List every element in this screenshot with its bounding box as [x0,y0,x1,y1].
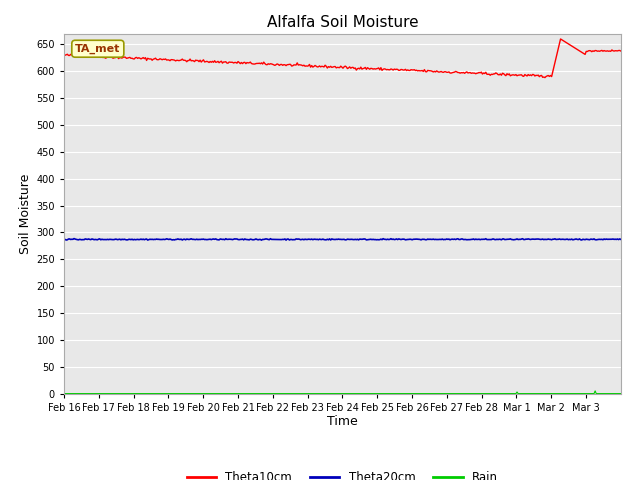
Rain [617,391,625,396]
Rain [324,391,332,396]
Theta20cm [258,237,266,243]
Theta10cm [606,48,614,54]
Rain [516,391,524,396]
Theta20cm [364,237,371,242]
Theta20cm [60,237,68,242]
Theta10cm [392,67,399,72]
Theta10cm [557,36,564,42]
Theta20cm [617,237,625,242]
Title: Alfalfa Soil Moisture: Alfalfa Soil Moisture [267,15,418,30]
Theta20cm [394,237,401,242]
X-axis label: Time: Time [327,415,358,429]
Rain [362,391,369,396]
Theta20cm [70,236,78,241]
Line: Rain: Rain [64,391,621,394]
Rain [328,391,335,396]
Text: TA_met: TA_met [75,44,120,54]
Legend: Theta10cm, Theta20cm, Rain: Theta10cm, Theta20cm, Rain [182,466,503,480]
Theta10cm [362,65,369,71]
Rain [605,391,612,396]
Theta10cm [617,48,625,54]
Line: Theta10cm: Theta10cm [64,39,621,78]
Rain [392,391,399,396]
Line: Theta20cm: Theta20cm [64,239,621,240]
Rain [591,388,599,394]
Theta10cm [324,64,332,70]
Theta10cm [516,72,524,78]
Y-axis label: Soil Moisture: Soil Moisture [19,173,32,254]
Theta10cm [541,75,548,81]
Theta20cm [330,237,338,242]
Theta10cm [328,64,335,70]
Theta20cm [327,237,335,243]
Theta20cm [519,236,527,241]
Rain [60,391,68,396]
Theta20cm [606,236,614,242]
Theta10cm [60,52,68,58]
